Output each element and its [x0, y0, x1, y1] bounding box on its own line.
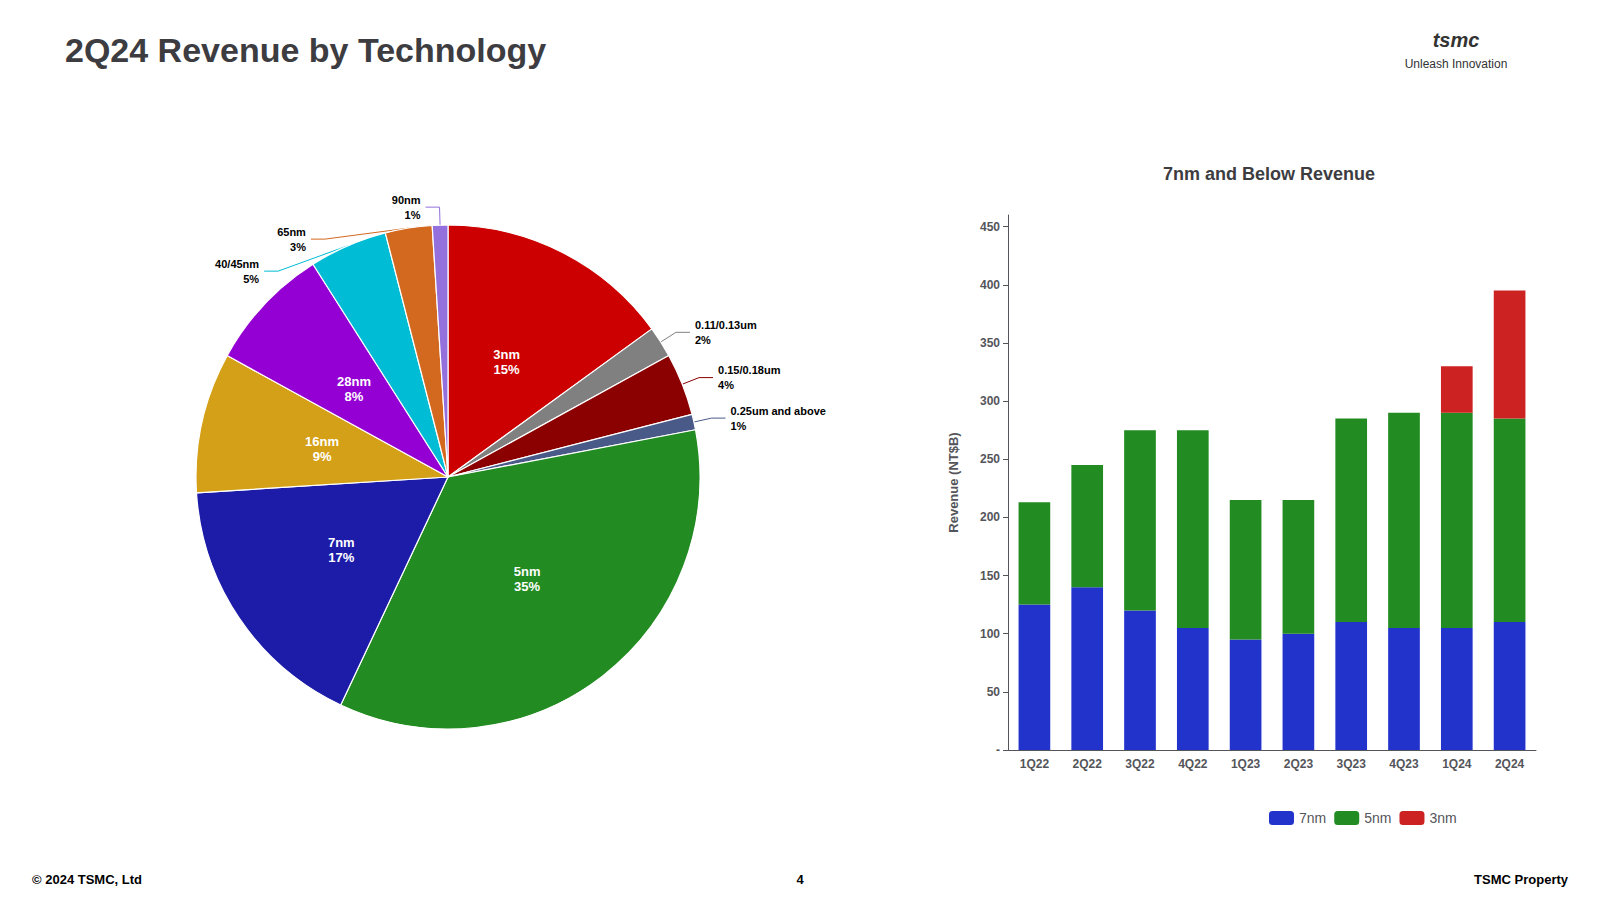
svg-text:1Q23: 1Q23 — [1231, 757, 1261, 771]
svg-text:© 2024 TSMC, Ltd: © 2024 TSMC, Ltd — [32, 872, 142, 887]
svg-text:0.25um and above: 0.25um and above — [730, 405, 825, 417]
svg-text:TSMC Property: TSMC Property — [1474, 872, 1569, 887]
svg-text:3%: 3% — [290, 241, 306, 253]
svg-text:1%: 1% — [730, 420, 746, 432]
svg-text:3nm: 3nm — [1429, 810, 1456, 826]
svg-text:300: 300 — [980, 394, 1000, 408]
svg-text:2Q23: 2Q23 — [1284, 757, 1314, 771]
svg-text:4: 4 — [796, 872, 804, 887]
svg-text:250: 250 — [980, 452, 1000, 466]
svg-text:15%: 15% — [494, 362, 520, 377]
svg-text:2Q24 Revenue by Technology: 2Q24 Revenue by Technology — [65, 31, 546, 69]
svg-text:4Q23: 4Q23 — [1389, 757, 1419, 771]
svg-text:0.11/0.13um: 0.11/0.13um — [695, 319, 757, 331]
svg-text:65nm: 65nm — [277, 226, 306, 238]
svg-text:2Q24: 2Q24 — [1495, 757, 1525, 771]
svg-text:3Q22: 3Q22 — [1125, 757, 1155, 771]
svg-text:2Q22: 2Q22 — [1073, 757, 1103, 771]
svg-text:9%: 9% — [313, 449, 332, 464]
svg-text:1Q24: 1Q24 — [1442, 757, 1472, 771]
svg-text:1Q22: 1Q22 — [1020, 757, 1050, 771]
svg-text:17%: 17% — [328, 550, 354, 565]
svg-text:tsmc: tsmc — [1433, 29, 1480, 51]
svg-text:7nm: 7nm — [328, 535, 355, 550]
svg-text:7nm: 7nm — [1299, 810, 1326, 826]
svg-text:1%: 1% — [405, 209, 421, 221]
svg-text:4Q22: 4Q22 — [1178, 757, 1208, 771]
svg-text:4%: 4% — [718, 379, 734, 391]
svg-text:2%: 2% — [695, 334, 711, 346]
svg-text:Revenue (NT$B): Revenue (NT$B) — [946, 432, 961, 532]
svg-text:35%: 35% — [514, 579, 540, 594]
svg-text:5%: 5% — [243, 273, 259, 285]
svg-text:5nm: 5nm — [1364, 810, 1391, 826]
svg-text:7nm and Below Revenue: 7nm and Below Revenue — [1163, 164, 1375, 184]
svg-text:200: 200 — [980, 510, 1000, 524]
svg-text:50: 50 — [987, 685, 1001, 699]
svg-text:350: 350 — [980, 336, 1000, 350]
svg-text:28nm: 28nm — [337, 374, 371, 389]
svg-text:Unleash Innovation: Unleash Innovation — [1405, 57, 1508, 71]
svg-text:8%: 8% — [345, 389, 364, 404]
svg-text:400: 400 — [980, 278, 1000, 292]
svg-text:0.15/0.18um: 0.15/0.18um — [718, 364, 781, 376]
svg-text:5nm: 5nm — [514, 564, 541, 579]
svg-text:-: - — [996, 743, 1000, 757]
svg-text:100: 100 — [980, 627, 1000, 641]
svg-text:40/45nm: 40/45nm — [215, 258, 259, 270]
svg-text:450: 450 — [980, 220, 1000, 234]
svg-text:16nm: 16nm — [305, 434, 339, 449]
svg-text:3Q23: 3Q23 — [1337, 757, 1367, 771]
svg-text:150: 150 — [980, 569, 1000, 583]
svg-text:3nm: 3nm — [493, 347, 520, 362]
svg-text:90nm: 90nm — [392, 194, 421, 206]
